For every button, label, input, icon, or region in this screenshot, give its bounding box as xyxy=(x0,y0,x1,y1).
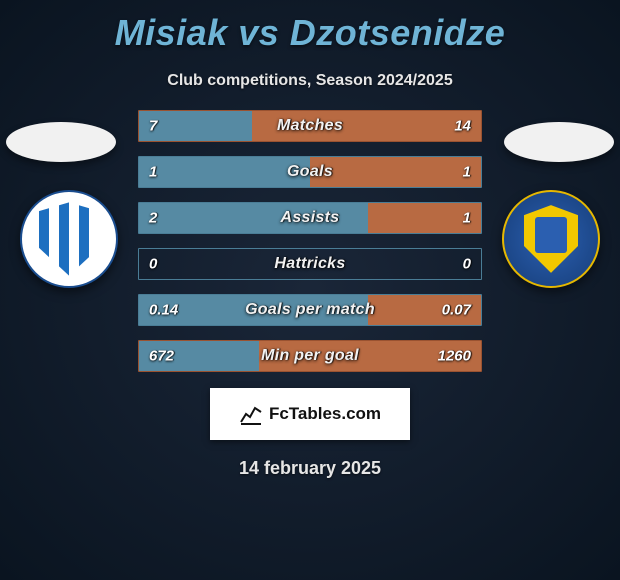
stat-value-p2: 0.07 xyxy=(442,302,471,319)
stat-value-p1: 7 xyxy=(149,118,157,135)
stat-value-p1: 2 xyxy=(149,210,157,227)
player1-photo-oval xyxy=(6,122,116,162)
stat-bar-fill-p2 xyxy=(310,157,481,187)
stat-bars-container: 7 14 Matches 1 1 Goals 2 1 Assists 0 0 Hattricks 0.1… xyxy=(138,110,482,372)
stat-value-p1: 672 xyxy=(149,348,174,365)
stat-value-p1: 0.14 xyxy=(149,302,178,319)
stat-value-p1: 1 xyxy=(149,164,157,181)
stat-value-p2: 1 xyxy=(463,210,471,227)
chart-icon xyxy=(239,402,263,426)
stat-label: Goals xyxy=(287,163,333,181)
stat-bar: 7 14 Matches xyxy=(138,110,482,142)
stat-bar: 0 0 Hattricks xyxy=(138,248,482,280)
stat-bar: 1 1 Goals xyxy=(138,156,482,188)
snapshot-date: 14 february 2025 xyxy=(0,458,620,479)
stat-bar: 672 1260 Min per goal xyxy=(138,340,482,372)
stat-label: Hattricks xyxy=(274,255,345,273)
comparison-arena: 7 14 Matches 1 1 Goals 2 1 Assists 0 0 Hattricks 0.1… xyxy=(0,110,620,372)
brand-label: FcTables.com xyxy=(269,404,381,424)
brand-watermark[interactable]: FcTables.com xyxy=(210,388,410,440)
stat-value-p2: 14 xyxy=(454,118,471,135)
player2-photo-oval xyxy=(504,122,614,162)
player2-club-badge xyxy=(502,190,600,288)
stat-value-p1: 0 xyxy=(149,256,157,273)
stat-value-p2: 1260 xyxy=(438,348,471,365)
stat-label: Assists xyxy=(280,209,339,227)
stat-bar: 2 1 Assists xyxy=(138,202,482,234)
page-subtitle: Club competitions, Season 2024/2025 xyxy=(0,72,620,90)
zemplin-badge-icon xyxy=(502,190,600,288)
stat-label: Min per goal xyxy=(261,347,359,365)
stat-label: Goals per match xyxy=(245,301,375,319)
stat-label: Matches xyxy=(277,117,343,135)
stat-bar: 0.14 0.07 Goals per match xyxy=(138,294,482,326)
stat-value-p2: 1 xyxy=(463,164,471,181)
page-title: Misiak vs Dzotsenidze xyxy=(0,0,620,54)
stat-bar-fill-p1 xyxy=(139,157,310,187)
wisla-badge-icon xyxy=(20,190,118,288)
player1-club-badge xyxy=(20,190,118,288)
stat-value-p2: 0 xyxy=(463,256,471,273)
